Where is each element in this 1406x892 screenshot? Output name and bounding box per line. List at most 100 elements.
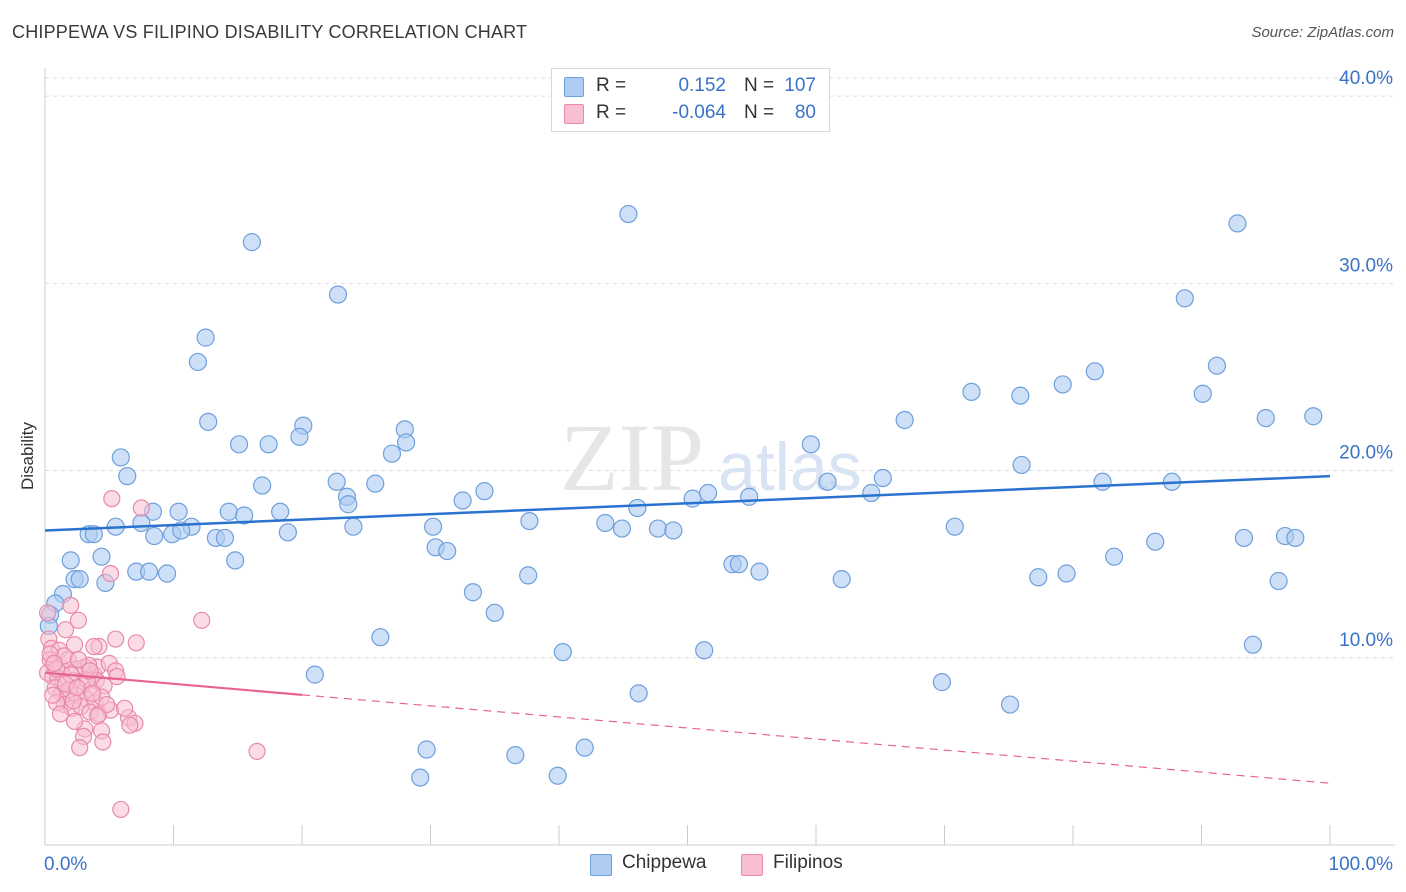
filipinos-point (62, 596, 80, 614)
watermark-atlas: atlas (718, 429, 862, 505)
legend-r-label: R = (596, 75, 627, 96)
gridlines (45, 77, 1395, 659)
chippewa-point (339, 495, 358, 514)
chippewa-point (196, 328, 215, 347)
chippewa-point (932, 673, 952, 692)
chippewa-point (740, 487, 759, 506)
chippewa-point (698, 483, 718, 503)
legend-n-label: N = (744, 102, 775, 123)
chippewa-point (801, 435, 820, 454)
trend-lines (44, 474, 1331, 784)
chippewa-point (596, 513, 615, 533)
bottom-swatch-chippewa (590, 854, 612, 876)
x-tick-label: 100.0% (1329, 854, 1394, 875)
chippewa-point (832, 570, 851, 589)
chippewa-point (411, 768, 430, 787)
chippewa-point (396, 433, 416, 452)
chippewa-point (519, 566, 538, 585)
legend-row-filipinos: R = -0.064 N = 80 (564, 102, 816, 126)
chippewa-point (664, 521, 683, 540)
chippewa-point (628, 498, 647, 518)
bottom-swatch-filipinos (741, 854, 763, 876)
chippewa-point (417, 740, 436, 759)
chippewa-point (259, 435, 278, 454)
chippewa-point (1234, 528, 1254, 548)
chippewa-point (648, 519, 668, 538)
chippewa-point (873, 468, 892, 488)
chippewa-point (157, 564, 177, 583)
filipinos-point (65, 712, 84, 731)
chippewa-point (463, 583, 483, 602)
chippewa-point (1286, 528, 1305, 548)
data-points (38, 204, 1323, 819)
chippewa-point (453, 491, 472, 510)
chippewa-point (1256, 409, 1275, 428)
filipinos-point (51, 705, 70, 723)
filipinos-point (121, 716, 139, 734)
chippewa-point (61, 551, 80, 570)
trend-line-extension-filipinos (301, 694, 1331, 784)
chippewa-point (118, 467, 137, 486)
chippewa-point (1146, 532, 1165, 551)
legend-swatch-filipinos (564, 104, 584, 124)
chippewa-point (475, 482, 494, 501)
chippewa-point (553, 643, 572, 662)
chippewa-point (1053, 375, 1072, 394)
chippewa-point (219, 502, 238, 521)
filipinos-point (108, 667, 126, 686)
legend-n-label: N = (744, 75, 775, 96)
legend-r-label: R = (596, 102, 627, 123)
y-tick-label: 10.0% (1339, 630, 1393, 651)
filipinos-point (103, 490, 121, 508)
chippewa-point (271, 502, 290, 521)
chippewa-point (1093, 472, 1112, 491)
trend-line-filipinos (44, 671, 303, 696)
chippewa-point (612, 519, 632, 538)
y-tick-label: 40.0% (1339, 68, 1393, 89)
legend-r-value: -0.064 (672, 102, 726, 123)
chippewa-point (84, 525, 103, 544)
trend-line-chippewa (44, 474, 1331, 532)
chippewa-point (229, 435, 249, 454)
chippewa-point (172, 521, 191, 540)
chippewa-point (70, 570, 89, 589)
chippewa-point (1269, 571, 1288, 591)
chippewa-point (215, 528, 234, 548)
chippewa-point (1012, 455, 1031, 475)
filipinos-point (44, 686, 62, 704)
axes (44, 68, 1395, 846)
chippewa-point (423, 517, 443, 536)
axis-labels: 10.0% 20.0% 30.0% 40.0% 0.0% 100.0% Disability (18, 68, 1393, 875)
chippewa-point (1000, 695, 1020, 714)
chippewa-point (226, 551, 245, 570)
chippewa-point (548, 766, 567, 785)
filipinos-point (81, 662, 99, 680)
bottom-legend-label: Chippewa (622, 852, 707, 873)
filipinos-point (116, 699, 134, 717)
chippewa-point (818, 472, 837, 491)
chippewa-point (1175, 289, 1194, 308)
chippewa-point (729, 555, 749, 574)
filipinos-point (94, 733, 112, 751)
chart-title: CHIPPEWA VS FILIPINO DISABILITY CORRELAT… (12, 22, 528, 42)
chippewa-point (485, 603, 504, 622)
chippewa-point (695, 641, 714, 660)
filipinos-point (69, 651, 88, 669)
filipinos-point (248, 742, 266, 760)
chippewa-point (520, 511, 539, 531)
chippewa-point (199, 412, 218, 431)
filipinos-point (127, 634, 145, 652)
chippewa-point (1085, 362, 1104, 381)
filipinos-point (69, 611, 88, 629)
legend-row-chippewa: R = 0.152 N = 107 (564, 75, 816, 99)
filipinos-point (98, 695, 116, 714)
chippewa-point (278, 523, 297, 542)
legend-n-value: 107 (784, 75, 816, 96)
correlation-legend: R = 0.152 N = 107 R = -0.064 N = 80 (551, 68, 830, 132)
chippewa-point (169, 502, 188, 521)
chippewa-point (253, 476, 272, 495)
filipinos-point (112, 800, 130, 819)
chippewa-point (366, 474, 385, 493)
chippewa-point (371, 628, 390, 647)
